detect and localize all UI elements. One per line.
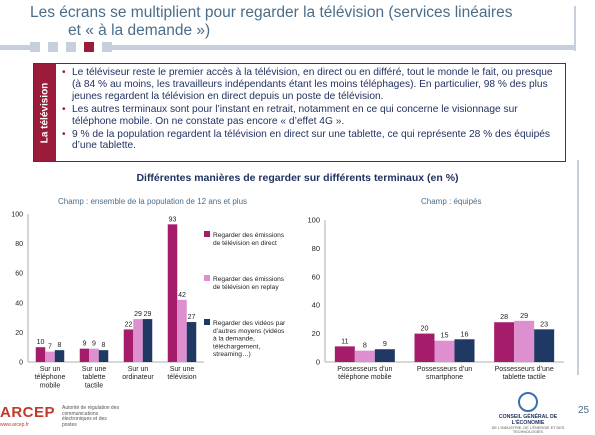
chart2-ytick-label: 80 [312,244,320,253]
chart2-data-label: 23 [540,319,548,328]
legend-swatch [204,319,210,325]
chart1-bar [133,319,143,362]
title-line-2: et « à la demande ») [68,22,211,39]
chart1-ytick-label: 0 [19,360,23,367]
chart1-data-label: 8 [58,342,62,349]
decoration-side-line [577,160,579,375]
chart2-bar [454,339,475,362]
chart1-data-label: 9 [83,341,87,348]
chart2-bar [374,349,395,362]
chart2-subtitle: Champ : équipés [421,197,482,206]
chart2-category-label: Possesseurs d’un smartphone [417,366,472,381]
side-label: La télévision [34,64,56,161]
title-line-1: Les écrans se multiplient pour regarder … [30,4,513,21]
cge-logo: CONSEIL GÉNÉRAL DE L'ÉCONOMIE DE L'INDUS… [488,392,568,434]
chart1-subtitle: Champ : ensemble de la population de 12 … [58,197,248,206]
chart2-ytick-label: 0 [316,358,320,367]
chart1-category-label: Sur un téléphone mobile [35,366,66,389]
chart1-bar [167,224,178,362]
chart1-bar [79,348,90,362]
arcep-logo-name: ARCEP [0,404,56,421]
page-number: 25 [578,405,590,416]
chart1-category-label: Sur un ordinateur [122,366,154,381]
bullet-3: 9 % de la population regardent la télévi… [62,129,560,153]
chart1-data-label: 7 [48,344,52,351]
chart1-bar [177,299,187,362]
chart1-data-label: 8 [102,342,106,349]
chart1-bar [142,319,153,362]
bullet-list: Le téléviseur reste le premier accès à l… [62,67,560,153]
chart2-data-label: 8 [363,341,367,350]
chart1-bar [123,329,134,362]
chart2-data-label: 20 [421,324,429,333]
chart2-data-label: 16 [461,329,469,338]
cge-logo-sub: DE L'INDUSTRIE, DE L'ÉNERGIE ET DES TECH… [491,426,565,434]
chart1-data-label: 27 [188,314,196,321]
chart1-data-label: 29 [144,311,152,318]
cge-seal-icon [518,392,538,412]
chart1-ytick-label: 60 [15,271,23,278]
legend-label: Regarder des émissions de télévision en r… [213,276,285,291]
chart2-data-label: 9 [383,339,387,348]
chart1-data-label: 93 [169,216,177,223]
chart1-bar [89,348,99,362]
chart1-data-label: 22 [125,321,133,328]
chart1-ytick-label: 40 [15,300,23,307]
bullet-1: Le téléviseur reste le premier accès à l… [62,67,560,103]
chart2-bar [434,340,455,362]
chart1-data-label: 10 [37,339,45,346]
chart1-data-label: 42 [178,292,186,299]
chart2-data-label: 15 [441,331,449,340]
slide-title: Les écrans se multiplient pour regarder … [30,4,550,40]
chart1-bar [98,350,109,362]
chart2-ytick-label: 100 [307,216,320,225]
summary-box: La télévision Le téléviseur reste le pre… [33,63,566,162]
chart1-bar [54,350,65,362]
chart1-ytick-label: 80 [15,241,23,248]
chart2-category-label: Possesseurs d’un téléphone mobile [337,366,392,381]
chart2-data-label: 11 [341,336,348,345]
chart2-bar [514,320,535,362]
chart2-ytick-label: 60 [312,272,320,281]
chart1-ytick-label: 20 [15,330,23,337]
chart2-bar [534,329,555,362]
chart2-bar [354,350,375,362]
chart1-category-label: Sur une télévision [167,366,196,381]
chart2-ytick-label: 20 [312,329,320,338]
legend-label: Regarder des émissions de télévision en d… [213,232,285,247]
chart2-category-label: Possesseurs d’une tablette tactile [495,366,554,381]
chart1-bar [45,351,55,362]
legend-swatch [204,231,210,237]
chart1-category-label: Sur une tablette tactile [82,366,107,389]
chart1-ytick-label: 100 [11,212,23,219]
chart2-ytick-label: 40 [312,301,320,310]
chart2-data-label: 29 [520,311,528,320]
legend-label: Regarder des vidéos par d’autres moyens (… [213,320,286,358]
arcep-logo-url: www.arcep.fr [0,422,29,428]
chart1-data-label: 29 [134,311,142,318]
chart2-bar [494,322,515,362]
bullet-2: Les autres terminaux sont pour l’instant… [62,104,560,128]
cge-logo-name: CONSEIL GÉNÉRAL DE L'ÉCONOMIE [498,414,558,426]
arcep-logo: ARCEP www.arcep.fr Autorité de régulatio… [0,404,120,434]
chart-title: Différentes manières de regarder sur dif… [136,172,459,184]
arcep-logo-desc: Autorité de régulation des communication… [62,405,119,428]
chart1-bar [186,322,197,362]
chart2-bar [334,346,355,362]
chart1-data-label: 9 [92,341,96,348]
chart1-bar [35,347,46,362]
decoration-line [574,6,576,51]
legend-swatch [204,275,210,281]
chart2-bar [414,333,435,362]
chart2-data-label: 28 [500,312,508,321]
